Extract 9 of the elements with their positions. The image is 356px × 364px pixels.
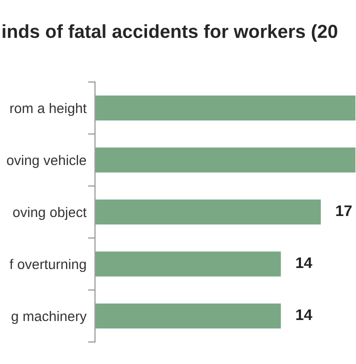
y-tick-label: rom a height bbox=[10, 102, 87, 116]
chart-title: inds of fatal accidents for workers (20 bbox=[2, 24, 338, 42]
y-tick-label: oving vehicle bbox=[6, 154, 86, 168]
y-tick-label: f overturning bbox=[10, 258, 86, 272]
data-label: 17 bbox=[336, 205, 352, 216]
y-tick-label: g machinery bbox=[12, 310, 87, 324]
data-label: 14 bbox=[296, 309, 312, 320]
data-label: 14 bbox=[296, 257, 312, 268]
y-tick-label: oving object bbox=[13, 206, 87, 220]
